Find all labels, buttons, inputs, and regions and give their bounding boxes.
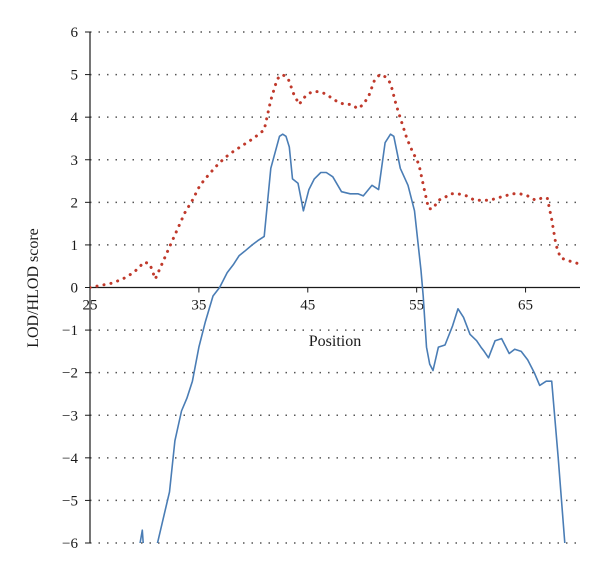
series-line-dotted [90, 73, 582, 289]
series [90, 73, 582, 543]
y-tick-label-8: 2 [71, 195, 79, 211]
y-tick-label-11: 5 [71, 68, 79, 84]
y-tick-label-4: −2 [62, 366, 78, 382]
grid-lines [90, 31, 580, 544]
series-line-solid [139, 133, 566, 543]
y-axis-title: LOD/HLOD score [25, 228, 42, 348]
y-tick-label-0: −6 [62, 536, 78, 552]
x-tick-label-1: 35 [191, 298, 206, 314]
y-tick-label-7: 1 [71, 238, 79, 254]
x-tick-label-3: 55 [409, 298, 424, 314]
y-tick-label-2: −4 [62, 451, 78, 467]
y-tick-label-6: 0 [71, 281, 79, 297]
y-tick-label-12: 6 [71, 25, 79, 41]
y-tick-label-3: −3 [62, 408, 78, 424]
x-tick-label-4: 65 [518, 298, 533, 314]
y-tick-label-5: −1 [62, 323, 78, 339]
x-axis-title: Position [309, 333, 361, 350]
y-tick-label-9: 3 [71, 153, 79, 169]
x-tick-label-0: 25 [83, 298, 98, 314]
y-tick-label-10: 4 [71, 110, 79, 126]
x-tick-label-2: 45 [300, 298, 315, 314]
axes [89, 32, 580, 543]
y-tick-label-1: −5 [62, 493, 78, 509]
